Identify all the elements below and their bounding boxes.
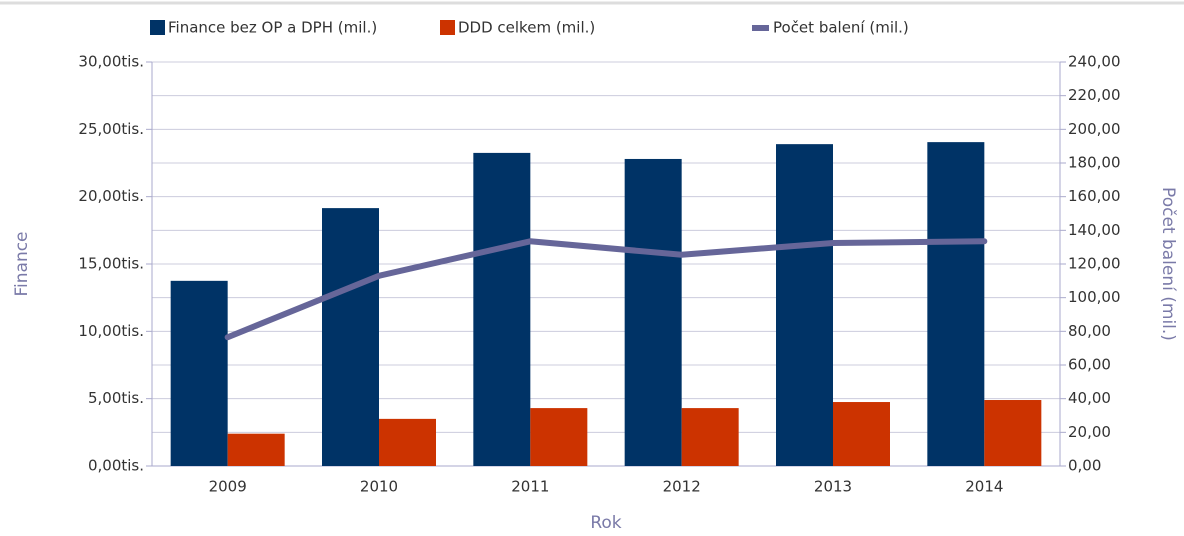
y2-tick-label: 160,00 — [1068, 187, 1121, 205]
x-tick-label: 2010 — [360, 478, 398, 496]
y2-tick-label: 180,00 — [1068, 154, 1121, 172]
y2-tick-label: 40,00 — [1068, 389, 1111, 407]
legend-swatch — [150, 20, 165, 35]
legend-label: DDD celkem (mil.) — [458, 19, 595, 37]
bar — [927, 142, 985, 467]
x-tick-label: 2013 — [814, 478, 852, 496]
y2-axis-title: Počet balení (mil.) — [1158, 187, 1178, 341]
y-tick-label: 30,00tis. — [78, 53, 144, 71]
bar — [833, 402, 890, 466]
legend-swatch — [752, 25, 769, 31]
bar — [681, 408, 739, 466]
y-tick-label: 0,00tis. — [88, 457, 144, 475]
y2-tick-label: 240,00 — [1068, 53, 1121, 71]
y2-tick-label: 220,00 — [1068, 86, 1121, 104]
x-tick-label: 2012 — [663, 478, 701, 496]
y2-tick-label: 140,00 — [1068, 221, 1121, 239]
y2-tick-label: 100,00 — [1068, 288, 1121, 306]
y2-tick-label: 80,00 — [1068, 322, 1111, 340]
y-tick-label: 10,00tis. — [78, 322, 144, 340]
y-tick-label: 5,00tis. — [88, 389, 144, 407]
legend-label: Finance bez OP a DPH (mil.) — [168, 19, 377, 37]
y-axis-title: Finance — [12, 231, 32, 296]
y-tick-label: 15,00tis. — [78, 255, 144, 273]
bar — [624, 158, 682, 466]
y-tick-label: 20,00tis. — [78, 187, 144, 205]
y2-tick-label: 20,00 — [1068, 423, 1111, 441]
bar — [379, 418, 436, 466]
bar — [170, 280, 228, 466]
bar — [530, 408, 588, 466]
y2-tick-label: 0,00 — [1068, 457, 1101, 475]
y-tick-label: 25,00tis. — [78, 120, 144, 138]
y2-tick-label: 120,00 — [1068, 255, 1121, 273]
legend-swatch — [440, 20, 455, 35]
x-tick-label: 2009 — [209, 478, 247, 496]
bar — [322, 208, 379, 466]
x-tick-label: 2011 — [511, 478, 549, 496]
x-axis-title: Rok — [590, 513, 621, 533]
bar — [776, 144, 833, 466]
line — [224, 238, 988, 341]
bar — [473, 152, 531, 466]
bar — [227, 433, 285, 466]
legend-label: Počet balení (mil.) — [773, 19, 909, 37]
y2-tick-label: 60,00 — [1068, 356, 1111, 374]
bar — [984, 400, 1042, 466]
x-tick-label: 2014 — [965, 478, 1003, 496]
y2-tick-label: 200,00 — [1068, 120, 1121, 138]
